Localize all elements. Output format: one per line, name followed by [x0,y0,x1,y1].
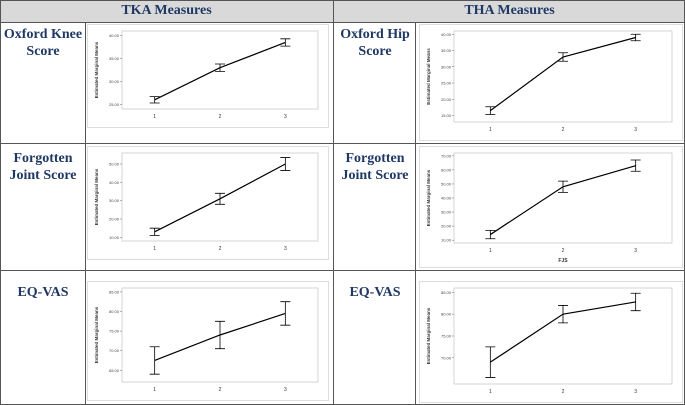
y-tick-label: 30.00 [109,79,120,84]
y-tick-label: 75.00 [441,334,452,339]
x-tick-label: 2 [562,127,565,133]
error-bar [215,192,225,205]
row-label: Forgotten Joint Score [9,151,77,183]
plot-area [121,152,319,242]
error-bar [485,229,496,240]
y-tick-label: 10.00 [441,238,452,243]
y-tick-label: 70.00 [109,348,120,353]
x-tick-label: 2 [219,246,222,252]
y-tick-label: 30.00 [441,64,452,69]
column-header: THA Measures [464,3,555,18]
plot-area [453,287,673,385]
error-bar [558,52,568,62]
y-axis-label: Estimated Marginal Means [426,307,431,364]
y-tick-label: 80.00 [109,309,120,314]
x-tick-label: 3 [284,246,287,252]
x-tick-label: 2 [562,248,565,254]
error-bar [485,346,496,378]
y-tick-label: 25.00 [441,81,452,86]
y-tick-label: 40.00 [109,180,120,185]
y-tick-label: 25.00 [109,102,120,107]
y-axis-label: Estimated Marginal Means [94,306,99,363]
x-tick-label: 2 [562,389,565,395]
y-tick-label: 20.00 [441,97,452,102]
error-bar [149,227,160,236]
chart: Estimated Marginal Means 25.00 30.00 35.00 4… [87,24,329,128]
y-tick-label: 40.00 [441,32,452,37]
x-tick-label: 1 [153,246,156,252]
y-tick-label: 15.00 [441,113,452,118]
y-tick-label: 70.00 [441,355,452,360]
chart: Estimated Marginal Means 10.00 20.00 30.00 4… [87,146,329,260]
error-bar [485,106,496,115]
plot-area [453,30,673,123]
y-axis-label: Estimated Marginal Means [94,41,99,98]
row-label: Oxford Knee Score [3,27,83,59]
y-tick-label: 60.00 [441,167,452,172]
header-bg [0,0,685,22]
y-tick-label: 65.00 [109,368,120,373]
line [490,165,636,236]
x-axis-label: FJS [558,258,568,264]
y-axis-label: Estimated Marginal Means [426,169,431,226]
row-label: EQ-VAS [349,285,401,300]
x-tick-label: 1 [489,248,492,254]
y-tick-label: 10.00 [109,235,120,240]
chart: Estimated Marginal Means 65.00 70.00 75.00 8… [87,281,329,401]
chart: Estimated Marginal Means 10.00 20.00 30.00 4… [419,146,683,268]
error-bar [280,301,291,326]
y-tick-label: 50.00 [109,162,120,167]
plot-area [121,30,319,110]
y-tick-label: 80.00 [441,312,452,317]
line [489,36,636,112]
error-bar [149,346,160,375]
x-tick-label: 3 [634,389,637,395]
x-tick-label: 2 [219,387,222,393]
y-tick-label: 35.00 [441,48,452,53]
plot-area [453,152,673,244]
x-tick-label: 1 [153,387,156,393]
chart: Estimated Marginal Means 70.00 75.00 80.00 8… [419,281,683,403]
chart: Estimated Marginal Means 15.00 20.00 25.00 3… [419,24,683,141]
y-tick-label: 40.00 [109,33,120,38]
error-bar [149,96,160,104]
error-bar [558,305,568,324]
y-tick-label: 70.00 [441,153,452,158]
y-tick-label: 85.00 [441,290,452,295]
x-tick-label: 3 [284,114,287,120]
error-bar [215,63,225,72]
row-label: EQ-VAS [17,285,69,300]
y-tick-label: 75.00 [109,329,120,334]
row-label: Oxford Hip Score [340,27,410,59]
row-label: Forgotten Joint Score [341,151,409,183]
x-tick-label: 1 [489,389,492,395]
x-tick-label: 1 [153,114,156,120]
x-tick-label: 3 [634,248,637,254]
error-bar [630,159,641,172]
y-tick-label: 85.00 [109,289,120,294]
error-bar [558,180,568,193]
y-tick-label: 20.00 [441,224,452,229]
y-tick-label: 20.00 [109,217,120,222]
y-tick-label: 30.00 [109,198,120,203]
error-bar [280,38,291,47]
plot-area [121,287,319,383]
y-tick-label: 30.00 [441,210,452,215]
x-tick-label: 3 [634,127,637,133]
x-tick-label: 2 [219,114,222,120]
x-tick-label: 1 [489,127,492,133]
y-axis-label: Estimated Marginal Means [94,168,99,225]
x-tick-label: 3 [284,387,287,393]
y-axis-label: Estimated Marginal Means [426,48,431,105]
error-bar [280,157,291,171]
error-bar [630,292,641,312]
error-bar [215,320,225,350]
y-tick-label: 40.00 [441,196,452,201]
y-tick-label: 35.00 [109,56,120,61]
column-header: TKA Measures [121,3,212,18]
y-tick-label: 50.00 [441,181,452,186]
error-bar [630,33,641,42]
